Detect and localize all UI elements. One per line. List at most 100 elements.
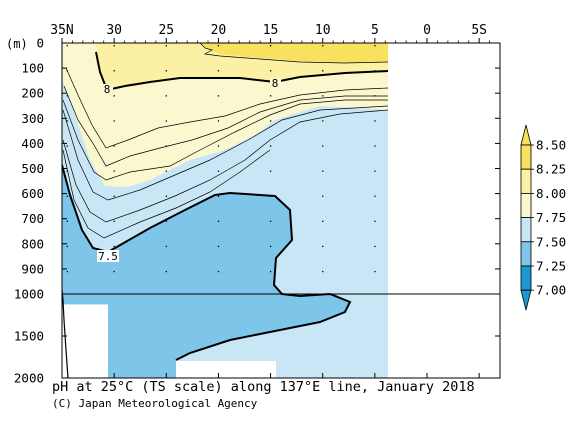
contour-8-25 — [199, 43, 389, 64]
station-dot — [269, 45, 272, 47]
station-dot — [322, 120, 324, 122]
y-tick-label: 900 — [21, 261, 44, 276]
colorbar-segment — [520, 192, 532, 218]
x-tick-label: 35N — [50, 23, 73, 38]
y-axis-ticks — [62, 42, 500, 379]
no-data-south — [388, 43, 500, 378]
station-dot — [269, 270, 272, 273]
y-tick-label: 600 — [21, 186, 44, 201]
station-dot — [322, 195, 324, 197]
x-tick-label: 5 — [371, 23, 379, 38]
chart-title: pH at 25°C (TS scale) along 137°E line, … — [52, 379, 475, 395]
station-dot — [113, 120, 115, 122]
station-dot — [217, 145, 220, 147]
station-dot — [66, 45, 68, 47]
station-dot — [322, 170, 324, 172]
station-dot — [217, 95, 220, 97]
station-dot — [113, 195, 115, 197]
station-dot — [269, 120, 272, 122]
station-dot — [217, 195, 220, 197]
ph-color-fills — [62, 43, 500, 378]
station-dot — [217, 220, 220, 222]
station-dot — [322, 70, 324, 72]
station-dot — [269, 245, 272, 248]
colorbar-label: 7.00 — [536, 283, 566, 298]
station-dot — [322, 245, 324, 248]
contour-7-80 — [62, 105, 389, 201]
station-dot — [165, 70, 167, 72]
station-dot — [217, 245, 220, 248]
station-dot — [66, 270, 68, 273]
station-dot — [269, 195, 272, 197]
station-dot — [217, 170, 220, 172]
y-axis-tick-labels: 0 100 200 300 400 500 600 700 800 900 1000 1500 2000 — [14, 36, 44, 386]
station-dot — [269, 70, 272, 72]
station-dot — [322, 220, 324, 222]
no-data-patch-left — [62, 305, 108, 378]
station-dot — [165, 45, 167, 47]
colorbar-label: 7.75 — [536, 210, 566, 225]
x-tick-label: 20 — [211, 23, 227, 38]
station-dot — [374, 245, 376, 248]
station-dot — [217, 120, 220, 122]
no-data-patch-center — [176, 361, 276, 378]
station-dot — [374, 70, 376, 72]
colorbar-segment — [520, 217, 532, 243]
contour-7-85 — [62, 99, 388, 181]
station-dot — [322, 45, 324, 47]
station-dot — [217, 70, 220, 72]
y-tick-label: 400 — [21, 136, 44, 151]
station-dot — [217, 45, 220, 47]
station-dot — [374, 95, 376, 97]
station-dot — [113, 45, 115, 47]
x-tick-label: 15 — [263, 23, 279, 38]
station-dot — [322, 270, 324, 273]
station-dot — [113, 245, 115, 248]
y-tick-label: 100 — [21, 61, 44, 76]
colorbar-segment — [520, 265, 532, 291]
y-tick-label: 500 — [21, 161, 44, 176]
station-dot — [165, 220, 167, 222]
station-dot — [374, 170, 376, 172]
band-7-25-7-50-lower — [62, 294, 350, 378]
station-dot — [66, 145, 68, 147]
station-dot — [113, 170, 115, 172]
y-tick-label: 200 — [21, 86, 44, 101]
contour-label-7-5: 7.5 — [98, 250, 118, 263]
contour-label-8-a: 8 — [104, 83, 111, 96]
contour-7-90 — [63, 85, 388, 167]
bottom-boundary-line — [62, 289, 69, 378]
station-dot — [66, 245, 68, 248]
band-8-25-8-50 — [96, 43, 388, 63]
station-dot — [66, 95, 68, 97]
station-dot — [374, 195, 376, 197]
station-dot — [165, 145, 167, 147]
station-dot — [113, 70, 115, 72]
station-dot — [374, 120, 376, 122]
y-tick-label: 800 — [21, 236, 44, 251]
station-dot — [66, 70, 68, 72]
y-axis-unit-label: (m) — [6, 37, 28, 51]
y-tick-label: 700 — [21, 211, 44, 226]
y-tick-label: 300 — [21, 111, 44, 126]
station-dot — [165, 120, 167, 122]
station-dot — [165, 195, 167, 197]
station-dot — [66, 195, 68, 197]
station-dot — [66, 220, 68, 222]
colorbar: 7.00 7.25 7.50 7.75 8.00 8.25 8.50 — [520, 124, 566, 311]
colorbar-segment — [520, 168, 532, 194]
station-dot — [113, 145, 115, 147]
band-7-25-7-50-upper — [62, 165, 292, 294]
colorbar-segment — [520, 241, 532, 267]
x-tick-label: 30 — [106, 23, 122, 38]
x-tick-label: 5S — [471, 23, 487, 38]
colorbar-label: 8.25 — [536, 162, 566, 177]
station-dot — [113, 95, 115, 97]
x-tick-label: 10 — [315, 23, 331, 38]
station-dot — [165, 270, 167, 273]
station-dot — [113, 220, 115, 222]
x-axis-tick-labels: 35N 30 25 20 15 10 5 0 5S — [50, 23, 487, 38]
x-tick-label: 25 — [158, 23, 174, 38]
contour-7-95 — [65, 67, 389, 149]
